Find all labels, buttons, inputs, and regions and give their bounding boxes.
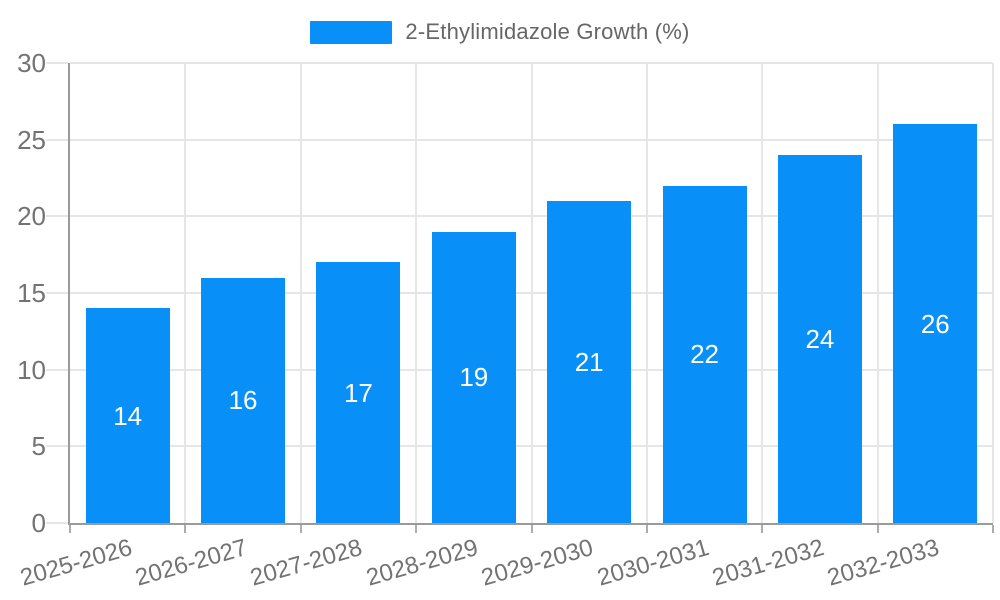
gridline-v [992,63,994,523]
bar-value-label: 14 [113,400,143,431]
x-tick-mark [415,525,418,533]
y-tick-label: 30 [17,48,46,78]
bar[interactable]: 16 [201,277,286,523]
bar[interactable]: 14 [85,308,170,523]
y-tick-mark [46,62,68,64]
y-tick-mark [46,445,68,448]
x-tick-mark [645,525,648,533]
bar-value-label: 21 [574,347,604,377]
x-tick-mark [992,525,994,533]
gridline-v [876,63,879,523]
bar[interactable]: 21 [547,201,632,523]
legend-label[interactable]: 2-Ethylimidazole Growth (%) [405,19,690,44]
bar[interactable]: 22 [662,185,747,523]
y-tick-mark [46,215,68,218]
y-tick-mark [46,292,68,294]
y-tick-label: 10 [17,354,46,385]
y-tick-label: 20 [17,201,46,232]
y-tick-mark [46,138,68,141]
legend[interactable]: 2-Ethylimidazole Growth (%) [0,19,1000,45]
x-tick-mark [876,525,879,533]
gridline-v [415,63,418,523]
y-tick-mark [46,522,68,524]
bar-value-label: 16 [228,385,258,416]
y-tick-mark [46,368,68,371]
bar-value-label: 19 [459,362,489,393]
y-tick-label: 0 [31,508,46,538]
bar-value-label: 17 [343,377,373,408]
bar-value-label: 24 [805,324,835,354]
bar-value-label: 26 [920,308,950,339]
x-tick-mark [761,525,764,533]
y-tick-label: 25 [17,124,46,155]
plot-area: 14 16 17 19 21 22 24 26 2025-2026 2026-2027 2027-2… [17,62,994,592]
bar-value-label: 22 [690,339,720,370]
x-tick-mark [299,525,302,533]
x-tick-mark [69,525,71,533]
gridline-v [645,63,648,523]
y-tick-label: 5 [31,431,46,462]
legend-swatch[interactable] [310,20,393,44]
x-tick-mark [530,525,533,533]
bar[interactable]: 17 [316,262,401,523]
bar[interactable]: 19 [431,231,516,523]
x-tick-mark [184,525,187,533]
gridline-v [299,63,302,523]
bar[interactable]: 26 [893,124,978,523]
gridline-v [761,63,764,523]
gridline-v [530,63,533,523]
gridline-v [184,63,187,523]
bar[interactable]: 24 [777,155,862,523]
y-tick-label: 15 [17,278,46,308]
